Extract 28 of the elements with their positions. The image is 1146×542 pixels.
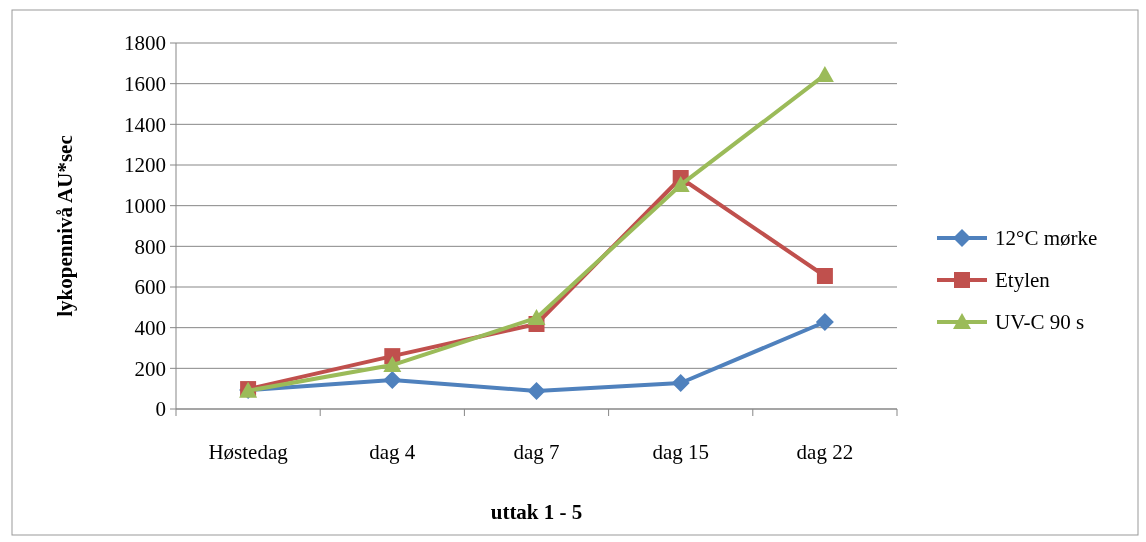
x-tick-label: Høstedag xyxy=(208,440,289,464)
y-tick-label: 1800 xyxy=(124,31,166,56)
y-tick-label: 0 xyxy=(155,397,166,422)
legend-label: Etylen xyxy=(995,268,1051,293)
y-tick-label: 600 xyxy=(134,275,166,300)
point xyxy=(527,308,546,325)
point xyxy=(815,312,834,331)
legend-label: UV-C 90 s xyxy=(995,310,1085,335)
y-tick-label: 400 xyxy=(134,316,166,341)
x-tick-label: dag 4 xyxy=(369,440,416,464)
x-tick-label: dag 15 xyxy=(652,440,709,464)
point xyxy=(527,381,546,400)
point xyxy=(383,356,402,373)
y-tick-label: 1000 xyxy=(124,194,166,219)
x-axis-title: uttak 1 - 5 xyxy=(490,500,583,524)
point xyxy=(671,175,690,192)
legend-label: 12°C mørke xyxy=(995,226,1098,251)
y-tick-label: 1400 xyxy=(124,112,166,137)
point xyxy=(383,370,402,389)
y-tick-label: 1200 xyxy=(124,153,166,178)
y-tick-label: 1600 xyxy=(124,72,166,97)
x-tick-label: dag 22 xyxy=(796,440,854,464)
y-axis-title: lykopennivå AU*sec xyxy=(53,135,77,317)
x-tick-label: dag 7 xyxy=(513,440,560,464)
point xyxy=(816,268,833,285)
point xyxy=(671,373,690,392)
y-tick-label: 200 xyxy=(134,356,166,381)
y-tick-label: 800 xyxy=(134,234,166,259)
